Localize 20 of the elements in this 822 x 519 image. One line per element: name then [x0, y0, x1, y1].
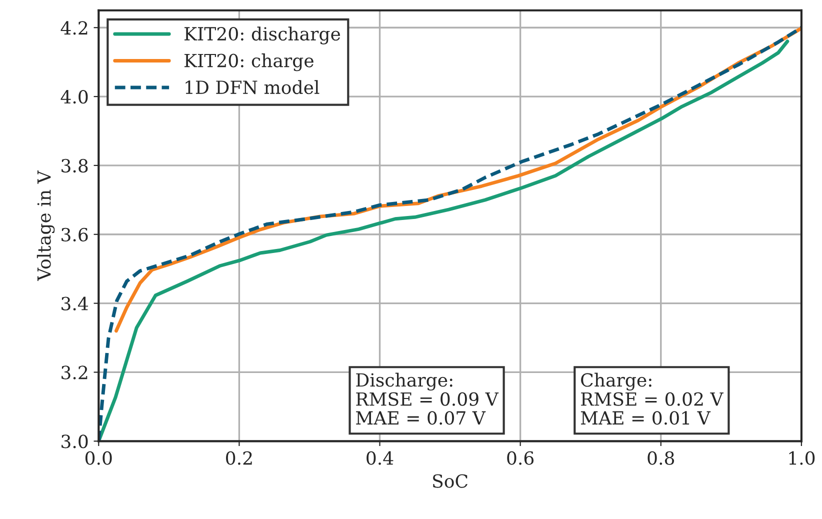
y-tick-label: 3.2: [62, 366, 88, 380]
legend-label: KIT20: charge: [184, 53, 314, 72]
x-tick-label: 1.0: [789, 451, 815, 465]
y-tick-label: 3.8: [62, 158, 88, 173]
legend-label: 1D DFN model: [186, 80, 320, 94]
annotation: Discharge: RMSE = 0.09 V MAE = 0.07 V: [356, 372, 499, 425]
y-tick-label: 4.0: [60, 90, 88, 104]
y-tick-label: 3.6: [62, 228, 88, 242]
x-tick-label: 0.8: [648, 451, 674, 465]
y-tick-label: 4.2: [60, 21, 88, 35]
x-tick-label: 0.2: [226, 451, 252, 465]
x-tick-label: 0.0: [85, 451, 112, 465]
y-tick-label: 3.0: [62, 434, 88, 448]
y-tick-label: 3.4: [62, 296, 88, 310]
x-tick-label: 0.6: [507, 451, 534, 465]
annotation: Charge: RMSE = 0.02 V MAE = 0.01 V: [580, 372, 724, 425]
x-tick-label: 0.4: [366, 451, 394, 465]
x-axis-title: SoC: [433, 474, 468, 488]
legend-label: KIT20: discharge: [184, 26, 340, 44]
y-axis-title: Voltage in V: [36, 170, 55, 282]
